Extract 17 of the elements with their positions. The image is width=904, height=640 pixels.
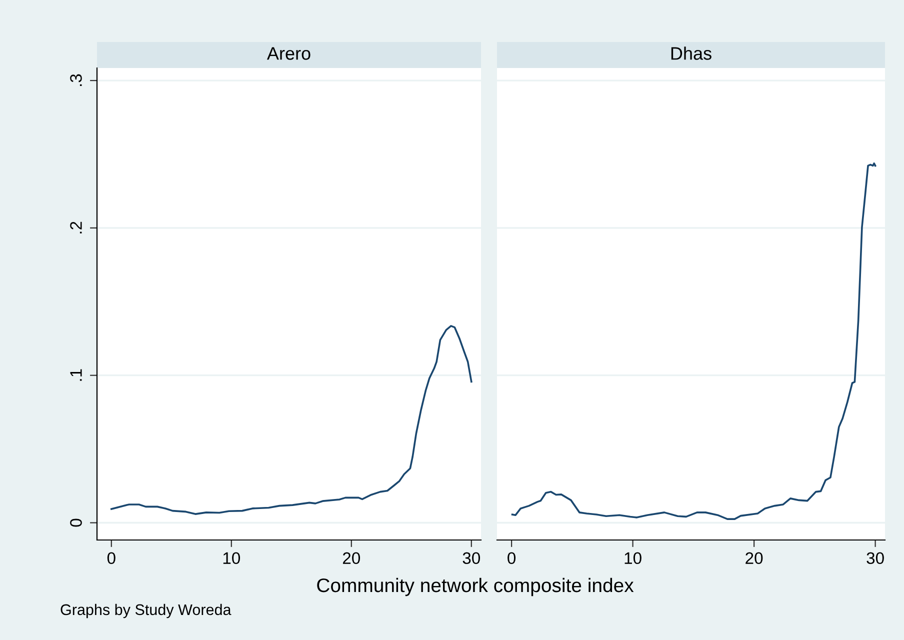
y-tick-label: .2 — [70, 222, 82, 234]
x-tick-label: 0 — [508, 552, 516, 564]
line-series — [110, 325, 472, 515]
x-tick-label: 0 — [107, 552, 116, 564]
x-tick-label: 20 — [746, 552, 763, 564]
x-axis-title: Community network composite index — [317, 578, 634, 596]
y-tick-label: 0 — [70, 518, 82, 527]
text: Graphs by Study Woreda — [60, 604, 232, 618]
x-tick-label: 30 — [462, 552, 480, 564]
x-tick-label: 20 — [342, 552, 360, 564]
x-tick-label: 30 — [866, 552, 884, 564]
y-tick-label: .3 — [70, 74, 82, 86]
x-tick-label: 10 — [624, 552, 642, 564]
chart-title: Arero — [266, 47, 310, 60]
chart-title: Dhas — [671, 46, 712, 60]
y-tick-label: .1 — [70, 369, 82, 381]
x-tick-label: 10 — [223, 552, 240, 564]
